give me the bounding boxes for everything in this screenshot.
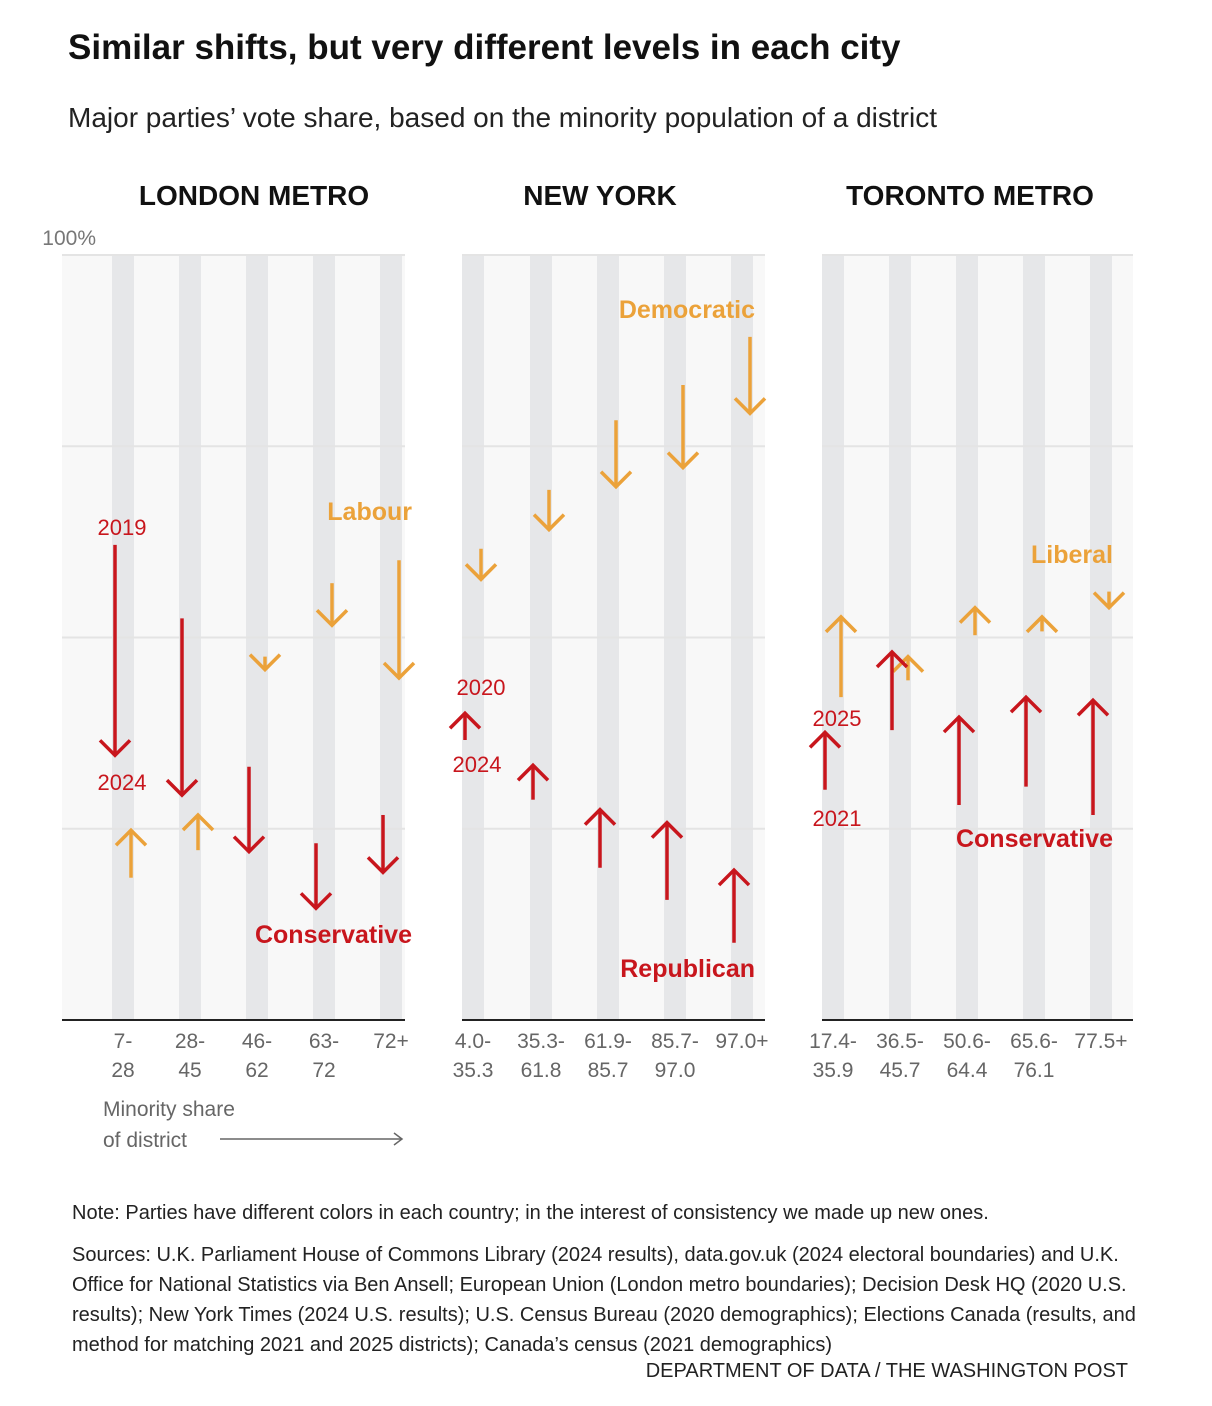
x-tick-label: 50.6-: [943, 1030, 991, 1053]
to-year-label: 2024: [98, 770, 147, 795]
note: Note: Parties have different colors in e…: [72, 1202, 989, 1224]
arrow-head: [181, 812, 215, 832]
arrow-head: [248, 653, 282, 673]
arrow-head: [1076, 697, 1110, 717]
x-tick-label: 35.3-: [517, 1030, 565, 1053]
arrow-head: [875, 649, 909, 669]
arrow-head: [448, 710, 482, 730]
x-tick-label: 46-: [242, 1030, 272, 1053]
series-label-republican: Republican: [620, 955, 755, 983]
arrow-head: [808, 729, 842, 749]
arrow-head: [583, 807, 617, 826]
arrow-head: [1092, 591, 1126, 611]
arrow-head: [299, 892, 333, 911]
panel-title: LONDON METRO: [139, 180, 369, 211]
arrow-head: [165, 778, 199, 798]
arrow-head: [532, 513, 566, 533]
series-label-democratic: Democratic: [619, 296, 755, 324]
chart-title: Similar shifts, but very different level…: [68, 28, 901, 67]
x-tick-label: 28-: [175, 1030, 205, 1053]
arrow-head: [516, 762, 550, 782]
x-tick-label: 28: [111, 1059, 134, 1082]
x-tick-label: 97.0+: [715, 1030, 768, 1053]
panel-title: NEW YORK: [523, 180, 677, 211]
arrow-head: [315, 609, 349, 628]
arrow-head: [366, 856, 400, 875]
chart-subtitle: Major parties’ vote share, based on the …: [68, 102, 937, 133]
arrow-head: [942, 714, 976, 734]
from-year-label: 2019: [98, 515, 147, 540]
to-year-label: 2025: [813, 706, 862, 731]
x-tick-label: 45.7: [880, 1059, 921, 1082]
x-tick-label: 85.7: [588, 1059, 629, 1082]
x-tick-label: 76.1: [1014, 1059, 1055, 1082]
x-tick-label: 64.4: [947, 1059, 988, 1082]
to-year-label: 2024: [453, 752, 502, 777]
x-tick-label: 35.9: [813, 1059, 854, 1082]
arrow-head: [599, 470, 633, 490]
arrow-head: [666, 451, 700, 471]
x-tick-label: 45: [178, 1059, 201, 1082]
sources: Sources: U.K. Parliament House of Common…: [72, 1244, 1136, 1356]
y-tick-label: 100%: [42, 227, 96, 250]
x-tick-label: 72+: [373, 1030, 409, 1053]
series-label-liberal: Liberal: [1031, 541, 1113, 569]
x-tick-label: 72: [312, 1059, 335, 1082]
arrow-head: [232, 835, 266, 855]
arrow-head: [650, 820, 684, 839]
arrow-head: [717, 867, 751, 887]
x-tick-label: 65.6-: [1010, 1030, 1058, 1053]
credit: DEPARTMENT OF DATA / THE WASHINGTON POST: [645, 1360, 1128, 1382]
arrow-head: [382, 661, 416, 681]
x-tick-label: 61.9-: [584, 1030, 632, 1053]
series-label-labour: Labour: [327, 498, 412, 526]
x-tick-label: 35.3: [453, 1059, 494, 1082]
x-tick-label: 7-: [114, 1030, 133, 1053]
x-axis-title: of district: [103, 1129, 187, 1152]
series-label-conservative: Conservative: [255, 921, 412, 949]
arrow-head: [464, 563, 498, 582]
arrow-head: [1025, 614, 1059, 634]
x-tick-label: 61.8: [521, 1059, 562, 1082]
x-tick-label: 36.5-: [876, 1030, 924, 1053]
arrow-head: [98, 739, 132, 758]
arrow-chart: 0255075100%LONDON METRO7-2828-4546-6263-…: [42, 180, 1133, 1152]
x-tick-label: 97.0: [655, 1059, 696, 1082]
x-tick-label: 63-: [309, 1030, 339, 1053]
arrow-head: [1009, 694, 1043, 714]
x-tick-label: 85.7-: [651, 1030, 699, 1053]
x-axis-title: Minority share: [103, 1098, 235, 1121]
from-year-label: 2021: [813, 806, 862, 831]
arrow-head: [824, 614, 858, 634]
x-tick-label: 62: [245, 1059, 268, 1082]
x-tick-label: 77.5+: [1074, 1030, 1127, 1053]
series-label-conservative: Conservative: [956, 825, 1113, 853]
arrow-head: [891, 654, 925, 673]
x-tick-label: 4.0-: [455, 1030, 491, 1053]
arrow-head: [958, 605, 992, 624]
from-year-label: 2020: [457, 675, 506, 700]
arrow-head: [733, 397, 767, 416]
arrow-head: [114, 827, 148, 847]
x-axis-arrow-head: [393, 1132, 404, 1146]
x-tick-label: 17.4-: [809, 1030, 857, 1053]
panel-title: TORONTO METRO: [846, 180, 1094, 211]
